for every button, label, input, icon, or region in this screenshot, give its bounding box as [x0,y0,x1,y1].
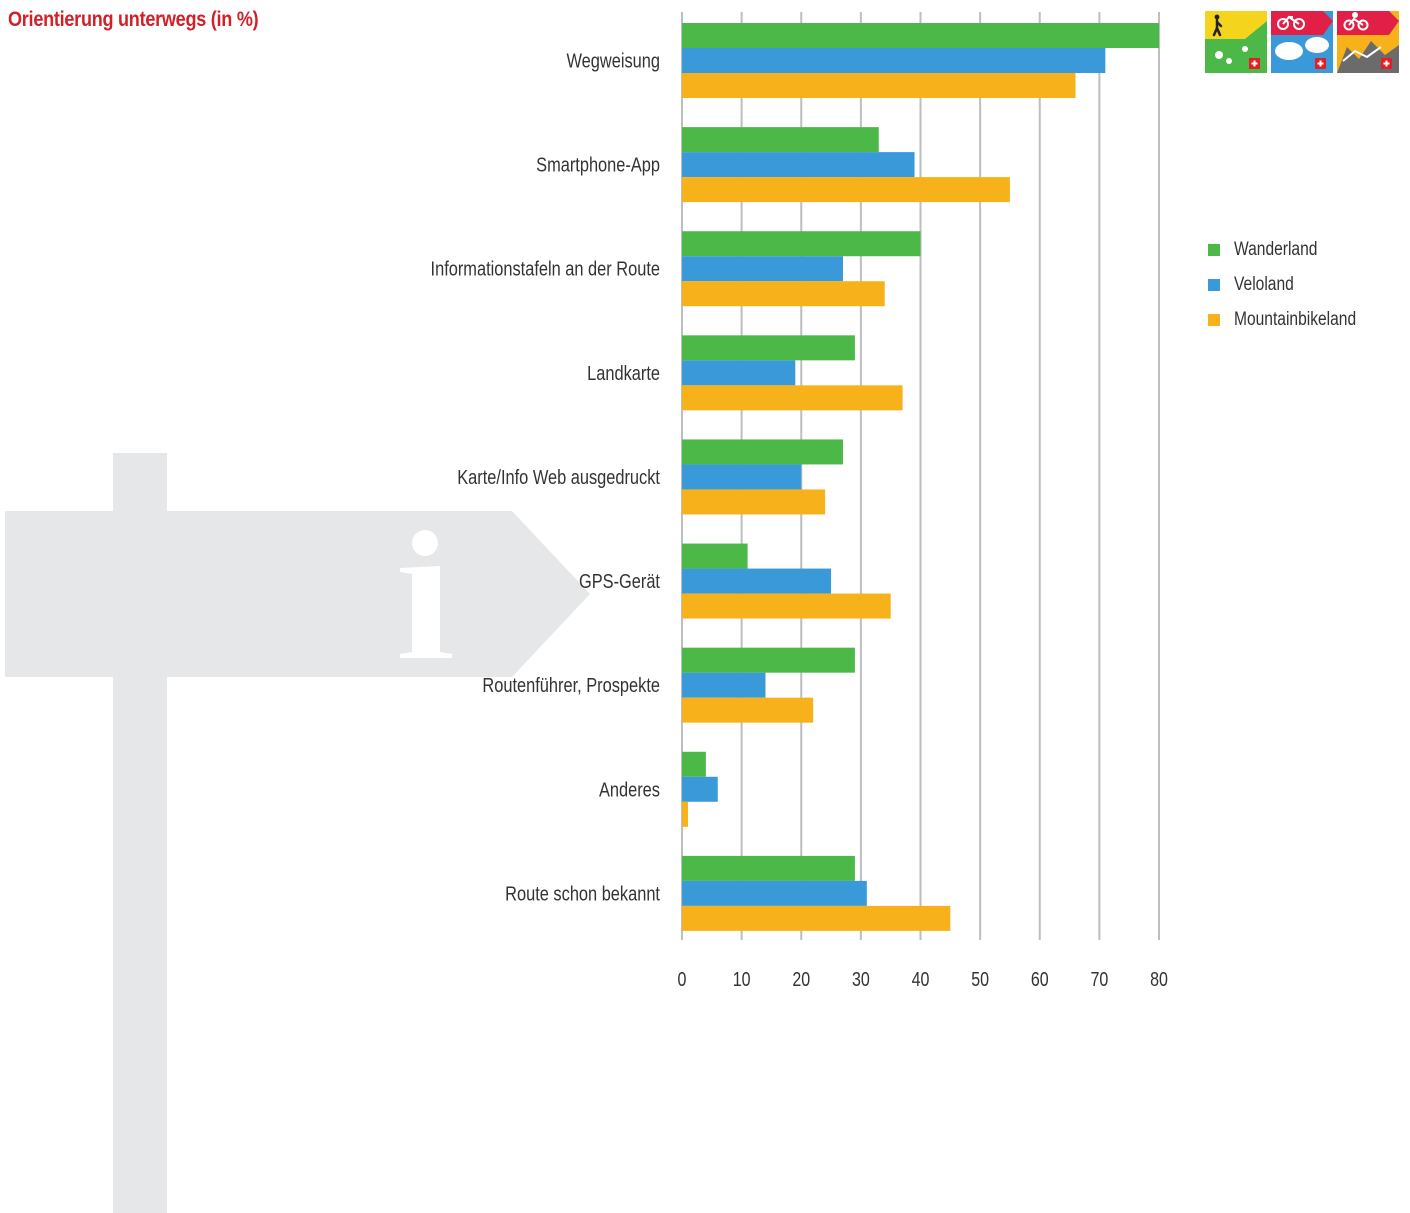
legend-swatch [1208,313,1220,326]
bar-wanderland [682,751,706,777]
hiker-icon [1212,14,1223,37]
bar-wanderland [682,335,855,361]
bar-veloland [682,776,718,802]
x-tick-label: 30 [852,968,870,990]
bar-wanderland [682,23,1159,48]
bar-mountainbikeland [682,489,826,515]
x-tick-label: 60 [1031,968,1049,990]
info-icon [400,530,452,658]
legend: Wanderland Veloland Mountainbikeland [1208,232,1383,337]
bicycle-icon [1277,15,1305,30]
category-label: Karte/Info Web ausgedruckt [457,465,660,488]
bar-mountainbikeland [682,177,1010,203]
bar-wanderland [682,231,921,257]
mountainbikeland-logo [1337,11,1399,73]
x-tick-label: 10 [733,968,751,990]
category-label: Anderes [599,778,660,801]
bar-wanderland [682,439,843,465]
veloland-logo [1271,11,1333,73]
x-tick-label: 70 [1090,968,1108,990]
bar-veloland [682,48,1106,73]
bar-mountainbikeland [682,905,951,931]
x-tick-label: 80 [1150,968,1168,990]
bar-veloland [682,672,766,698]
category-label: Landkarte [587,361,660,384]
bar-wanderland [682,647,855,673]
category-label: Wegweisung [567,49,660,72]
bar-veloland [682,256,843,282]
legend-item: Veloland [1208,267,1383,302]
legend-label: Wanderland [1234,238,1318,260]
x-tick-label: 50 [971,968,989,990]
bar-veloland [682,464,802,490]
category-label: GPS-Gerät [579,569,660,592]
bar-wanderland [682,127,879,153]
bar-veloland [682,880,867,906]
legend-label: Mountainbikeland [1234,308,1357,330]
bar-mountainbikeland [682,73,1076,98]
bar-mountainbikeland [682,801,688,827]
logo-group [1205,11,1399,73]
legend-item: Wanderland [1208,232,1383,267]
chart-title: Orientierung unterwegs (in %) [8,8,259,31]
bar-mountainbikeland [682,593,891,619]
category-label: Smartphone-App [536,153,660,176]
legend-item: Mountainbikeland [1208,302,1383,337]
legend-label: Veloland [1234,273,1294,295]
bar-veloland [682,568,832,594]
bar-veloland [682,360,796,386]
bar-mountainbikeland [682,697,814,723]
category-label: Informationstafeln an der Route [431,257,660,280]
bar-veloland [682,152,915,178]
bar-wanderland [682,855,855,881]
x-tick-label: 40 [912,968,930,990]
info-signpost [5,453,590,1213]
x-tick-label: 0 [678,968,687,990]
bar-mountainbikeland [682,281,885,307]
bar-wanderland [682,543,748,569]
category-label: Routenführer, Prospekte [482,674,660,697]
legend-swatch [1208,278,1220,291]
x-tick-label: 20 [792,968,810,990]
wanderland-logo [1205,11,1267,73]
bar-mountainbikeland [682,385,903,411]
legend-swatch [1208,243,1220,256]
mountainbike-icon [1343,12,1369,31]
category-label: Route schon bekannt [505,882,660,905]
